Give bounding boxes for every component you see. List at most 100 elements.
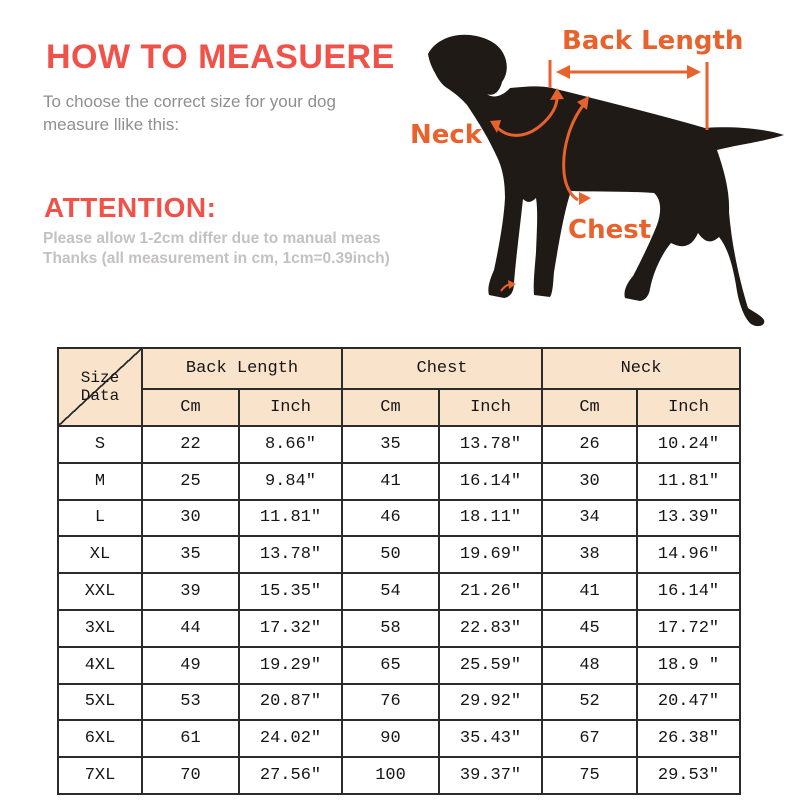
table-row: 3XL 44 17.32″ 58 22.83″ 45 17.72″ <box>57 608 742 648</box>
size-chart-table: Size Data Back Length Chest Neck Cm Inch… <box>57 347 742 795</box>
group-header-back-length: Back Length <box>141 347 343 390</box>
back-cm-cell: 44 <box>141 608 240 648</box>
back-inch-cell: 19.29″ <box>238 645 343 685</box>
back-inch-cell: 27.56″ <box>238 756 343 795</box>
chest-label: Chest <box>568 215 652 245</box>
subtitle: To choose the correct size for your dog … <box>43 90 336 136</box>
size-cell: 4XL <box>57 645 143 685</box>
dog-measurement-diagram: Back Length Neck Chest <box>400 0 800 340</box>
attention-line-2: Thanks (all measurement in cm, 1cm=0.39i… <box>43 250 390 267</box>
back-cm-cell: 70 <box>141 756 240 795</box>
back-cm-cell: 35 <box>141 535 240 575</box>
neck-inch-cell: 14.96″ <box>636 535 742 575</box>
back-inch-cell: 20.87″ <box>238 682 343 722</box>
neck-inch-cell: 16.14″ <box>636 572 742 611</box>
table-row: 7XL 70 27.56″ 100 39.37″ 75 29.53″ <box>57 756 742 795</box>
dog-silhouette-icon <box>428 34 784 327</box>
neck-inch-cell: 29.53″ <box>636 756 742 795</box>
table-row: S 22 8.66″ 35 13.78″ 26 10.24″ <box>57 425 742 464</box>
chest-inch-cell: 21.26″ <box>437 572 544 611</box>
group-header-chest: Chest <box>340 347 544 390</box>
back-cm-cell: 22 <box>141 425 240 464</box>
unit-header-row: Cm Inch Cm Inch Cm Inch <box>58 388 742 427</box>
neck-cm-cell: 45 <box>541 608 639 648</box>
attention-body: Please allow 1-2cm differ due to manual … <box>43 229 390 269</box>
size-cell: M <box>57 461 143 501</box>
group-header-neck: Neck <box>541 347 742 390</box>
chest-cm-cell: 90 <box>341 719 440 759</box>
chest-inch-cell: 39.37″ <box>437 756 544 795</box>
chest-inch-cell: 25.59″ <box>437 645 544 685</box>
table-row: 5XL 53 20.87″ 76 29.92″ 52 20.47″ <box>57 682 742 722</box>
table-row: M 25 9.84″ 41 16.14″ 30 11.81″ <box>57 461 742 501</box>
neck-inch-cell: 11.81″ <box>636 461 742 501</box>
chest-inch-cell: 29.92″ <box>437 682 544 722</box>
neck-cm-cell: 48 <box>541 645 639 685</box>
unit-header-cm: Cm <box>341 388 440 427</box>
group-header-row: Size Data Back Length Chest Neck <box>57 347 742 427</box>
back-cm-cell: 53 <box>141 682 240 722</box>
back-inch-cell: 9.84″ <box>238 461 343 501</box>
back-inch-cell: 24.02″ <box>238 719 343 759</box>
neck-label: Neck <box>410 120 483 150</box>
back-cm-cell: 30 <box>141 498 240 538</box>
neck-cm-cell: 34 <box>541 498 639 538</box>
subtitle-line-2: measure llike this: <box>43 115 180 134</box>
chest-cm-cell: 50 <box>341 535 440 575</box>
size-cell: 7XL <box>57 756 143 795</box>
chest-cm-cell: 46 <box>341 498 440 538</box>
back-cm-cell: 49 <box>141 645 240 685</box>
neck-cm-cell: 75 <box>541 756 639 795</box>
neck-cm-cell: 38 <box>541 535 639 575</box>
chest-cm-cell: 58 <box>341 608 440 648</box>
neck-cm-cell: 67 <box>541 719 639 759</box>
neck-inch-cell: 10.24″ <box>636 425 742 464</box>
back-cm-cell: 39 <box>141 572 240 611</box>
neck-inch-cell: 13.39″ <box>636 498 742 538</box>
back-inch-cell: 11.81″ <box>238 498 343 538</box>
neck-inch-cell: 18.9 ″ <box>636 645 742 685</box>
back-cm-cell: 61 <box>141 719 240 759</box>
page-title: HOW TO MEASUERE <box>46 38 395 76</box>
chest-inch-cell: 22.83″ <box>437 608 544 648</box>
table-row: L 30 11.81″ 46 18.11″ 34 13.39″ <box>57 498 742 538</box>
neck-girth-arc <box>490 88 564 137</box>
size-cell: 3XL <box>57 608 143 648</box>
table-row: XXL 39 15.35″ 54 21.26″ 41 16.14″ <box>57 572 742 611</box>
back-inch-cell: 8.66″ <box>238 425 343 464</box>
size-cell: XXL <box>57 572 143 611</box>
unit-header-cm: Cm <box>541 388 639 427</box>
table-row: XL 35 13.78″ 50 19.69″ 38 14.96″ <box>57 535 742 575</box>
chest-girth-arc <box>562 96 591 205</box>
neck-cm-cell: 26 <box>541 425 639 464</box>
unit-header-cm: Cm <box>141 388 240 427</box>
subtitle-line-1: To choose the correct size for your dog <box>43 92 336 111</box>
chest-cm-cell: 41 <box>341 461 440 501</box>
back-inch-cell: 17.32″ <box>238 608 343 648</box>
chest-inch-cell: 16.14″ <box>437 461 544 501</box>
paw-arrow <box>500 280 516 292</box>
chest-cm-cell: 35 <box>341 425 440 464</box>
size-cell: 5XL <box>57 682 143 722</box>
unit-header-inch: Inch <box>437 388 544 427</box>
back-length-label: Back Length <box>562 26 744 56</box>
unit-header-inch: Inch <box>636 388 742 427</box>
chest-inch-cell: 13.78″ <box>437 425 544 464</box>
table-row: 6XL 61 24.02″ 90 35.43″ 67 26.38″ <box>57 719 742 759</box>
size-cell: S <box>57 425 143 464</box>
attention-line-1: Please allow 1-2cm differ due to manual … <box>43 230 381 247</box>
neck-inch-cell: 26.38″ <box>636 719 742 759</box>
size-cell: L <box>57 498 143 538</box>
chest-cm-cell: 54 <box>341 572 440 611</box>
chest-cm-cell: 100 <box>341 756 440 795</box>
back-inch-cell: 13.78″ <box>238 535 343 575</box>
chest-inch-cell: 35.43″ <box>437 719 544 759</box>
attention-heading: ATTENTION: <box>44 192 217 223</box>
neck-cm-cell: 30 <box>541 461 639 501</box>
neck-cm-cell: 41 <box>541 572 639 611</box>
table-row: 4XL 49 19.29″ 65 25.59″ 48 18.9 ″ <box>57 645 742 685</box>
back-inch-cell: 15.35″ <box>238 572 343 611</box>
chest-inch-cell: 18.11″ <box>437 498 544 538</box>
chest-cm-cell: 65 <box>341 645 440 685</box>
chest-cm-cell: 76 <box>341 682 440 722</box>
